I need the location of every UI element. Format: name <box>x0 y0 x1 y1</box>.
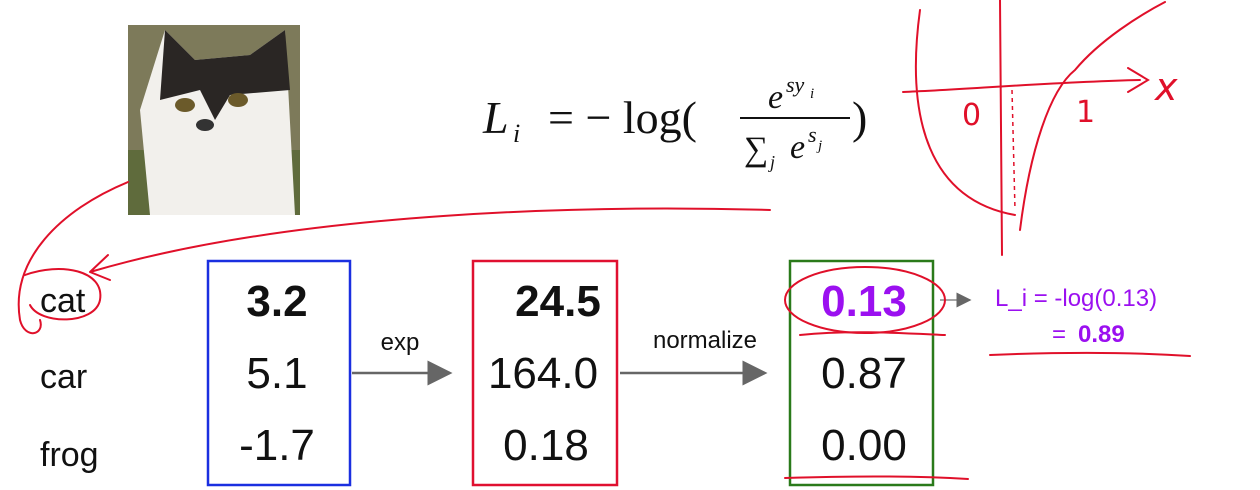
annotation-eq: = <box>1052 321 1066 348</box>
formula-den-sub: j <box>768 152 775 172</box>
formula-num-exp: sy <box>786 72 805 97</box>
normalize-label: normalize <box>653 327 757 354</box>
sketch-label: x <box>1154 65 1178 109</box>
formula-close: ) <box>852 92 867 143</box>
loss-formula: L i = − log( e sy i ∑ j e s j ) <box>482 72 867 172</box>
exp-label: exp <box>381 329 420 356</box>
formula-op: = − log( <box>548 92 697 143</box>
score: 3.2 <box>246 277 307 326</box>
cat-image <box>128 25 300 215</box>
class-label: cat <box>40 282 86 320</box>
handwriting: 0 1 x <box>17 0 1191 480</box>
class-label: frog <box>40 436 99 474</box>
formula-num-base: e <box>768 79 783 116</box>
exp-box <box>471 259 619 487</box>
annotation-value: 0.89 <box>1078 321 1125 348</box>
scores-box <box>206 259 352 487</box>
formula-den-exp: s <box>808 122 817 147</box>
formula-lhs-sub: i <box>513 119 520 148</box>
formula-den-sum: ∑ <box>744 131 768 168</box>
formula-den-base: e <box>790 129 805 166</box>
sketch-label: 1 <box>1076 95 1095 130</box>
probability: 0.13 <box>821 277 907 326</box>
sketch-label: 0 <box>962 98 981 133</box>
exp-score: 164.0 <box>488 349 598 398</box>
probability: 0.87 <box>821 349 907 398</box>
class-label: car <box>40 358 87 396</box>
score: 5.1 <box>246 349 307 398</box>
annotation-line: L_i = -log(0.13) <box>995 285 1157 312</box>
probability: 0.00 <box>821 421 907 470</box>
exp-score: 24.5 <box>515 277 601 326</box>
exp-score: 0.18 <box>503 421 589 470</box>
score: -1.7 <box>239 421 315 470</box>
prob-box <box>788 259 935 487</box>
formula-num-exp-sub: i <box>810 86 814 102</box>
formula-lhs: L <box>482 92 509 143</box>
formula-den-exp-sub: j <box>816 138 822 154</box>
